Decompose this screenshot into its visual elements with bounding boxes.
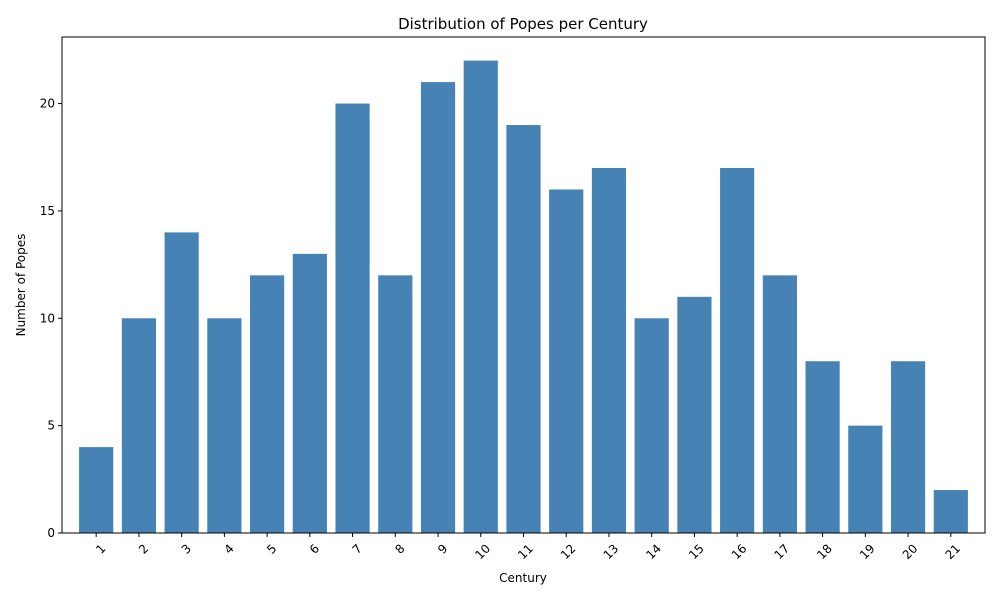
y-tick-label: 0 — [47, 526, 55, 540]
bar-century-16 — [720, 167, 755, 534]
bar-century-15 — [677, 296, 712, 533]
x-tick-label: 18 — [814, 541, 835, 562]
bar-century-9 — [420, 82, 456, 533]
x-tick-label: 7 — [350, 541, 365, 556]
x-axis-label: Century — [499, 571, 547, 585]
y-tick-label: 5 — [47, 419, 55, 433]
y-axis-ticks: 0 5 10 15 20 — [40, 97, 62, 540]
x-tick-label: 8 — [392, 541, 407, 556]
x-tick-label: 16 — [729, 541, 750, 562]
x-tick-label: 11 — [515, 541, 536, 562]
bar-century-18 — [805, 361, 840, 533]
x-tick-label: 15 — [686, 541, 707, 562]
x-tick-label: 1 — [93, 541, 108, 556]
x-tick-label: 3 — [179, 541, 194, 556]
x-tick-label: 2 — [136, 541, 151, 556]
x-tick-label: 10 — [472, 541, 493, 562]
bar-century-20 — [890, 361, 926, 533]
bar-century-10 — [463, 60, 498, 533]
bars-group — [79, 60, 968, 534]
x-tick-label: 21 — [942, 541, 963, 562]
bar-century-11 — [506, 125, 541, 533]
x-tick-label: 9 — [435, 541, 450, 556]
bar-century-2 — [121, 318, 157, 533]
x-tick-label: 12 — [558, 541, 579, 562]
bar-century-21 — [933, 490, 968, 533]
y-tick-label: 10 — [40, 311, 55, 325]
x-tick-label: 14 — [643, 541, 664, 562]
x-tick-label: 6 — [307, 541, 322, 556]
y-axis-label: Number of Popes — [14, 234, 28, 337]
x-tick-label: 5 — [264, 541, 279, 556]
bar-century-6 — [292, 253, 327, 534]
x-tick-label: 17 — [772, 541, 793, 562]
bar-century-7 — [335, 103, 370, 533]
bar-century-12 — [549, 189, 584, 534]
x-tick-label: 19 — [857, 541, 878, 562]
y-tick-label: 20 — [40, 97, 55, 111]
bar-century-14 — [634, 318, 669, 533]
bar-century-13 — [591, 167, 627, 534]
x-axis-ticks: 1 2 3 4 5 6 7 8 9 10 11 12 13 14 15 16 17 18 19 20 21 — [93, 533, 963, 562]
x-tick-label: 13 — [601, 541, 622, 562]
bar-century-17 — [762, 275, 797, 533]
y-tick-label: 15 — [40, 204, 55, 218]
bar-century-19 — [848, 425, 883, 533]
chart-title: Distribution of Popes per Century — [398, 15, 648, 33]
bar-century-5 — [250, 275, 285, 533]
bar-century-3 — [164, 232, 199, 534]
bar-century-8 — [378, 275, 413, 533]
plot-frame — [61, 36, 986, 534]
bar-century-1 — [79, 447, 114, 533]
bar-century-4 — [207, 318, 242, 533]
x-tick-label: 4 — [221, 541, 236, 556]
x-tick-label: 20 — [900, 541, 921, 562]
